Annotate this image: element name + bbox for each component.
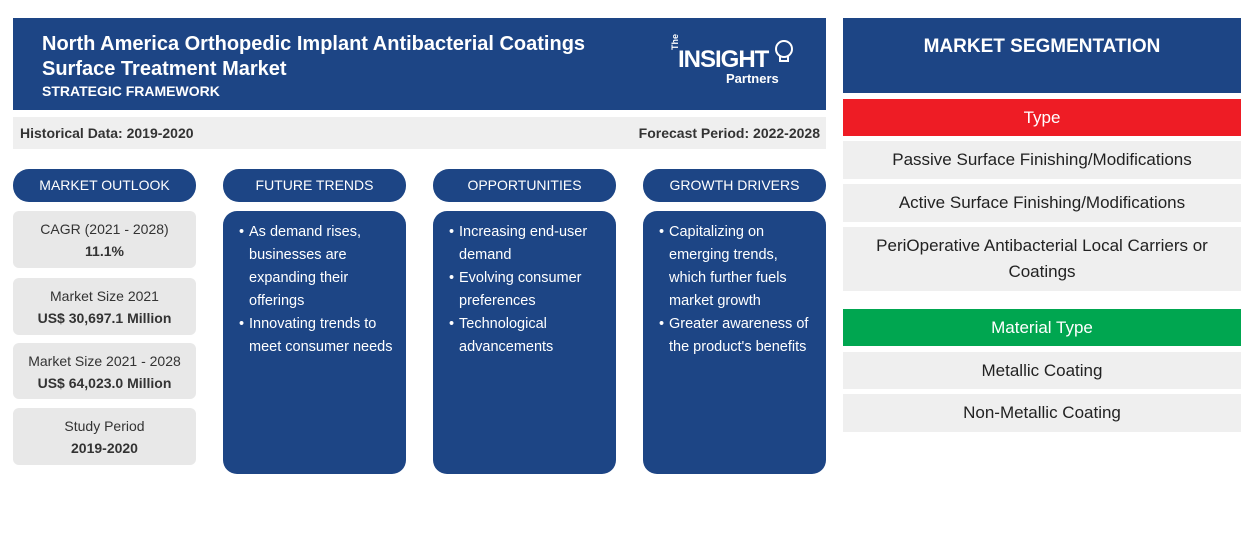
- opportunity-item: Increasing end-user demand: [449, 221, 608, 267]
- opportunities-panel: Increasing end-user demand Evolving cons…: [433, 211, 616, 474]
- forecast-period: Forecast Period: 2022-2028: [638, 125, 820, 141]
- segment-type-item: PeriOperative Antibacterial Local Carrie…: [843, 227, 1241, 291]
- segment-material-item: Non-Metallic Coating: [843, 394, 1241, 432]
- growth-drivers-panel: Capitalizing on emerging trends, which f…: [643, 211, 826, 474]
- header-banner: [13, 18, 826, 110]
- market-outlook-header: MARKET OUTLOOK: [13, 169, 196, 202]
- logo-bulb-icon: [775, 40, 793, 62]
- outlook-label: Market Size 2021 - 2028: [28, 353, 181, 369]
- future-trends-header: FUTURE TRENDS: [223, 169, 406, 202]
- outlook-value: US$ 30,697.1 Million: [37, 310, 172, 326]
- segment-type-item: Active Surface Finishing/Modifications: [843, 184, 1241, 222]
- outlook-cagr: CAGR (2021 - 2028) 11.1%: [13, 211, 196, 268]
- historical-data: Historical Data: 2019-2020: [20, 125, 194, 141]
- driver-item: Capitalizing on emerging trends, which f…: [659, 221, 818, 313]
- outlook-label: Market Size 2021: [50, 288, 159, 304]
- opportunity-item: Technological advancements: [449, 313, 608, 359]
- outlook-label: Study Period: [64, 418, 145, 434]
- trend-item: Innovating trends to meet consumer needs: [239, 313, 398, 359]
- outlook-value: US$ 64,023.0 Million: [37, 375, 172, 391]
- outlook-label: CAGR (2021 - 2028): [40, 221, 169, 237]
- insight-partners-logo: The INSIGHT Partners: [668, 34, 808, 93]
- outlook-market-size-2021: Market Size 2021 US$ 30,697.1 Million: [13, 278, 196, 335]
- market-segmentation-header: MARKET SEGMENTATION: [843, 18, 1241, 93]
- page-subtitle: STRATEGIC FRAMEWORK: [42, 83, 220, 99]
- trend-item: As demand rises, businesses are expandin…: [239, 221, 398, 313]
- growth-drivers-header: GROWTH DRIVERS: [643, 169, 826, 202]
- outlook-study-period: Study Period 2019-2020: [13, 408, 196, 465]
- page-title: North America Orthopedic Implant Antibac…: [42, 33, 586, 80]
- period-bar: [13, 117, 826, 149]
- outlook-value: 11.1%: [85, 243, 124, 259]
- outlook-market-size-range: Market Size 2021 - 2028 US$ 64,023.0 Mil…: [13, 343, 196, 399]
- opportunity-item: Evolving consumer preferences: [449, 267, 608, 313]
- opportunities-header: OPPORTUNITIES: [433, 169, 616, 202]
- segment-material-item: Metallic Coating: [843, 352, 1241, 389]
- segment-type-item: Passive Surface Finishing/Modifications: [843, 141, 1241, 179]
- driver-item: Greater awareness of the product's benef…: [659, 313, 818, 359]
- future-trends-panel: As demand rises, businesses are expandin…: [223, 211, 406, 474]
- outlook-value: 2019-2020: [71, 440, 138, 456]
- segment-material-header: Material Type: [843, 309, 1241, 346]
- logo-insight: INSIGHT: [678, 46, 769, 73]
- segment-type-header: Type: [843, 99, 1241, 136]
- logo-partners: Partners: [726, 71, 779, 86]
